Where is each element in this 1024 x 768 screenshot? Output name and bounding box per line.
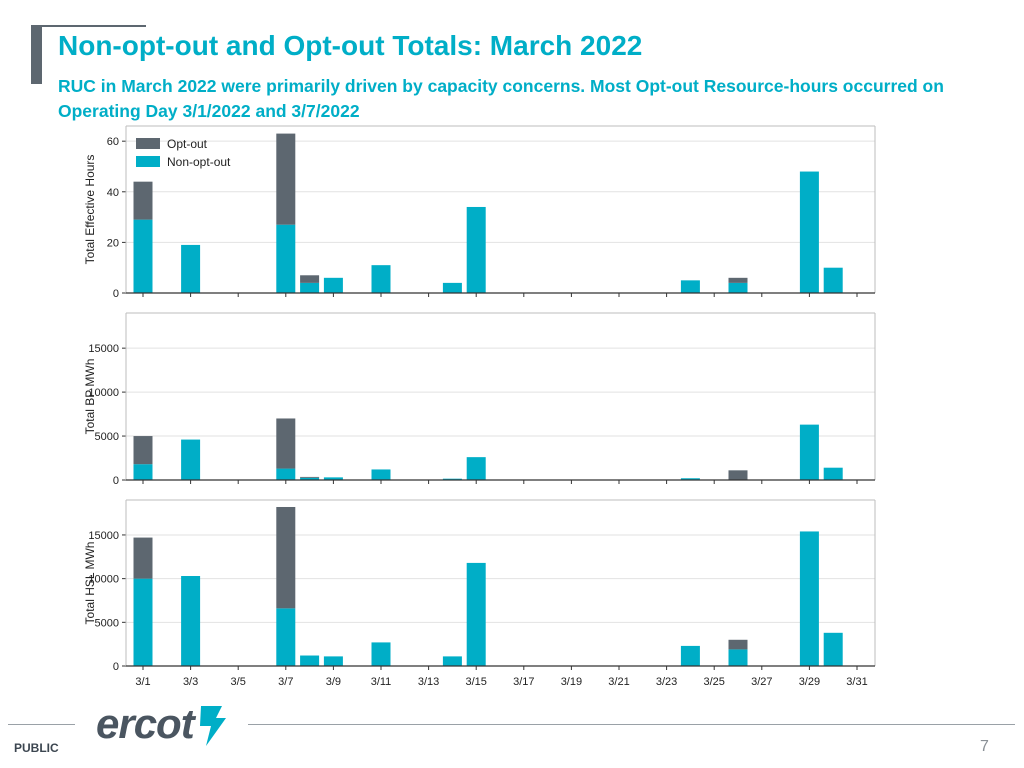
bar-non-opt-out (466, 562, 486, 666)
bar-non-opt-out (823, 632, 843, 666)
y-tick-label: 15000 (88, 530, 119, 542)
header-top-line (42, 25, 146, 27)
ercot-logo-text: ercot (96, 700, 197, 747)
y-tick-label: 0 (113, 475, 119, 487)
bar-opt-out (276, 418, 296, 469)
bar-non-opt-out (680, 280, 700, 293)
bar-opt-out (300, 476, 320, 478)
footer-divider-left (8, 724, 75, 725)
x-tick-label: 3/31 (846, 676, 867, 688)
bar-opt-out (133, 436, 153, 465)
bar-non-opt-out (466, 206, 486, 293)
y-tick-label: 5000 (95, 431, 119, 443)
bar-non-opt-out (276, 468, 296, 480)
bar-non-opt-out (300, 655, 320, 666)
bar-opt-out (728, 277, 748, 283)
bar-non-opt-out (323, 277, 343, 293)
x-tick-label: 3/1 (135, 676, 150, 688)
bar-non-opt-out (442, 282, 462, 293)
x-tick-label: 3/29 (799, 676, 820, 688)
y-tick-label: 0 (113, 288, 119, 300)
bar-opt-out (300, 275, 320, 283)
bar-non-opt-out (466, 457, 486, 480)
bar-non-opt-out (680, 478, 700, 480)
bar-non-opt-out (181, 244, 201, 293)
x-tick-label: 3/11 (371, 676, 392, 688)
x-tick-label: 3/17 (513, 676, 534, 688)
bar-non-opt-out (728, 649, 748, 666)
y-tick-label: 60 (107, 136, 119, 148)
x-tick-label: 3/7 (278, 676, 293, 688)
y-tick-label: 10000 (88, 574, 119, 586)
footer-divider-right (248, 724, 1015, 725)
bar-non-opt-out (133, 219, 153, 293)
legend-label-opt-out: Opt-out (167, 137, 208, 151)
bar-non-opt-out (799, 424, 819, 480)
bar-non-opt-out (133, 578, 153, 666)
bar-non-opt-out (276, 608, 296, 666)
legend-swatch-non-opt-out (136, 156, 160, 167)
bar-opt-out (276, 506, 296, 609)
bar-non-opt-out (442, 656, 462, 666)
bar-opt-out (276, 133, 296, 225)
x-tick-label: 3/3 (183, 676, 198, 688)
y-tick-label: 10000 (88, 387, 119, 399)
page-subtitle: RUC in March 2022 were primarily driven … (58, 76, 944, 121)
bar-non-opt-out (181, 576, 201, 666)
x-tick-label: 3/21 (608, 676, 629, 688)
ercot-logo: ercot (96, 700, 226, 747)
bar-opt-out (728, 639, 748, 650)
x-tick-label: 3/27 (751, 676, 772, 688)
page-title: Non-opt-out and Opt-out Totals: March 20… (58, 30, 643, 61)
bar-non-opt-out (323, 477, 343, 480)
x-tick-label: 3/15 (465, 676, 486, 688)
bar-non-opt-out (728, 282, 748, 293)
x-tick-label: 3/5 (231, 676, 246, 688)
bar-non-opt-out (799, 171, 819, 293)
bar-opt-out (728, 470, 748, 480)
y-tick-label: 15000 (88, 343, 119, 355)
y-tick-label: 20 (107, 237, 119, 249)
bar-non-opt-out (680, 645, 700, 666)
ercot-lightning-icon (200, 706, 226, 746)
bar-non-opt-out (181, 439, 201, 480)
bar-non-opt-out (300, 477, 320, 480)
bar-non-opt-out (371, 642, 391, 666)
bar-non-opt-out (371, 265, 391, 293)
y-axis-label: Total Effective Hours (83, 155, 97, 265)
legend-swatch-opt-out (136, 138, 160, 149)
y-tick-label: 0 (113, 661, 119, 673)
page-number: 7 (980, 738, 989, 755)
x-tick-label: 3/9 (326, 676, 341, 688)
stacked-bar-charts: 0 20 40 60 Total Effective Hours 0 5000 10000 15… (83, 125, 876, 688)
public-label: PUBLIC (14, 741, 59, 755)
bar-non-opt-out (823, 467, 843, 480)
bar-opt-out (133, 181, 153, 220)
bar-non-opt-out (823, 267, 843, 293)
y-tick-label: 40 (107, 187, 119, 199)
y-axis-label: Total HSL MWh (83, 542, 97, 625)
bar-non-opt-out (371, 469, 391, 480)
bar-non-opt-out (323, 656, 343, 666)
bar-non-opt-out (799, 531, 819, 666)
header-accent-bar (31, 25, 42, 84)
bar-non-opt-out (300, 282, 320, 293)
legend-label-non-opt-out: Non-opt-out (167, 155, 231, 169)
bar-non-opt-out (276, 224, 296, 293)
bar-non-opt-out (133, 464, 153, 480)
y-tick-label: 5000 (95, 617, 119, 629)
y-axis-label: Total BP MWh (83, 359, 97, 435)
bar-non-opt-out (442, 478, 462, 480)
bar-opt-out (133, 537, 153, 579)
x-tick-label: 3/25 (703, 676, 724, 688)
x-tick-label: 3/19 (561, 676, 582, 688)
x-tick-label: 3/23 (656, 676, 677, 688)
x-tick-label: 3/13 (418, 676, 439, 688)
